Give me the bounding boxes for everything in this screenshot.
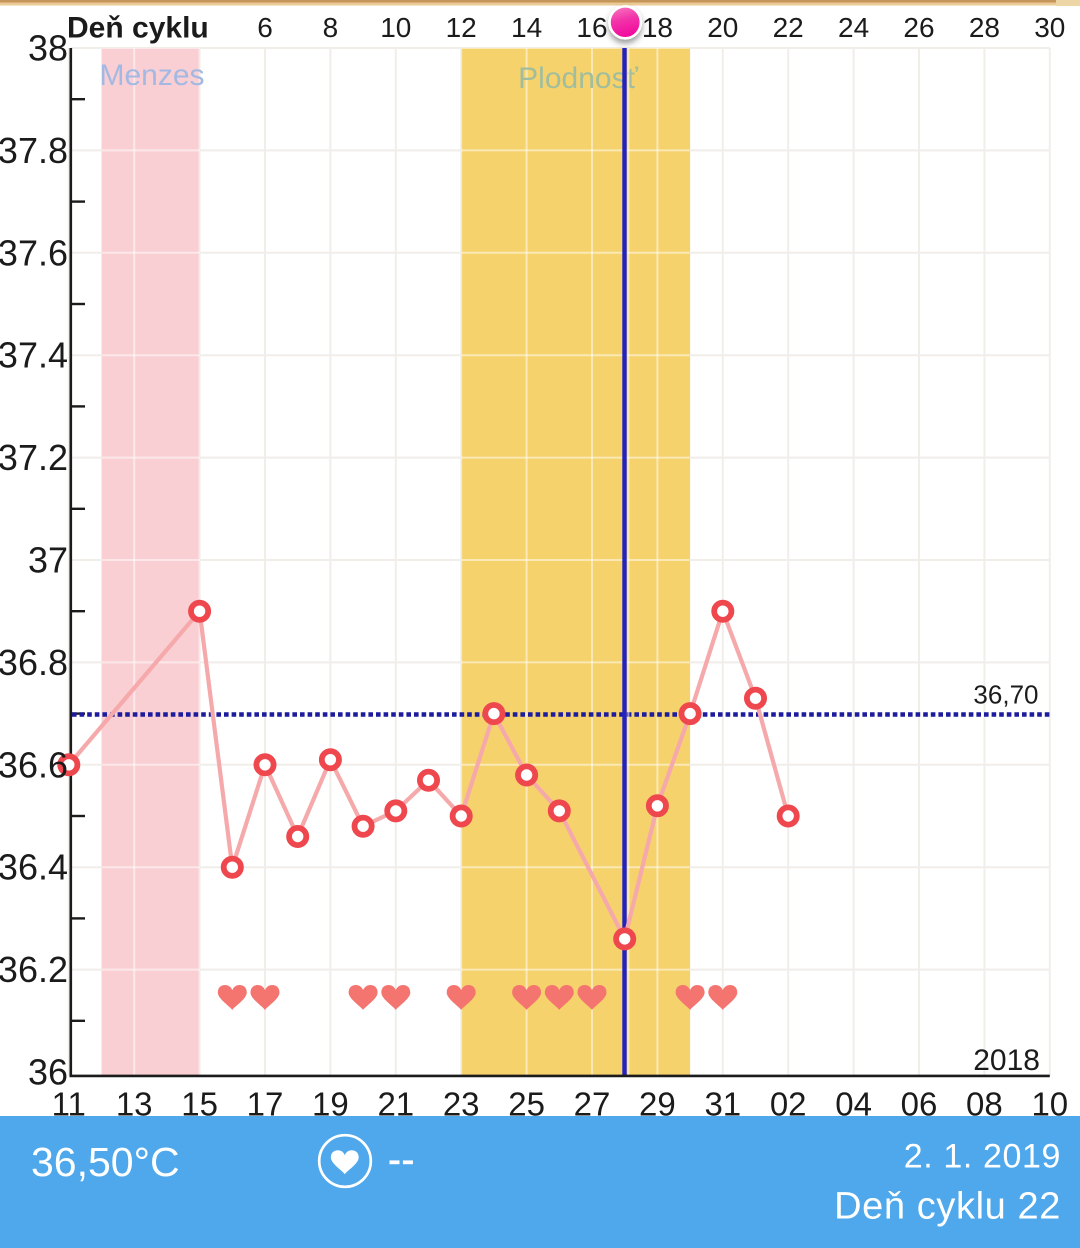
svg-text:Plodnosť: Plodnosť	[518, 62, 638, 95]
svg-text:10: 10	[380, 12, 411, 43]
svg-text:6: 6	[257, 12, 273, 43]
svg-text:36.8: 36.8	[0, 642, 68, 683]
svg-text:18: 18	[642, 12, 673, 43]
svg-text:12: 12	[446, 12, 477, 43]
svg-text:36,70: 36,70	[973, 680, 1038, 710]
svg-text:36.2: 36.2	[0, 949, 68, 990]
svg-text:36: 36	[28, 1052, 68, 1093]
svg-text:28: 28	[969, 12, 1000, 43]
svg-text:37.8: 37.8	[0, 130, 68, 171]
svg-text:36.4: 36.4	[0, 847, 68, 888]
svg-text:Menzes: Menzes	[99, 59, 204, 92]
svg-text:2018: 2018	[973, 1044, 1040, 1077]
svg-text:30: 30	[1034, 12, 1065, 43]
svg-text:36,50°C: 36,50°C	[31, 1139, 180, 1185]
svg-text:37.4: 37.4	[0, 335, 68, 376]
svg-text:22: 22	[773, 12, 804, 43]
svg-text:26: 26	[903, 12, 934, 43]
svg-text:37: 37	[28, 540, 68, 581]
svg-text:20: 20	[707, 12, 738, 43]
svg-text:37.6: 37.6	[0, 232, 68, 273]
svg-text:2. 1. 2019: 2. 1. 2019	[904, 1138, 1061, 1176]
svg-text:14: 14	[511, 12, 542, 43]
svg-text:38: 38	[28, 28, 68, 69]
svg-text:Deň cyklu: Deň cyklu	[67, 12, 209, 45]
svg-text:Deň cyklu 22: Deň cyklu 22	[834, 1186, 1061, 1228]
svg-text:36.6: 36.6	[0, 744, 68, 785]
svg-text:8: 8	[323, 12, 339, 43]
svg-text:37.2: 37.2	[0, 437, 68, 478]
svg-text:16: 16	[576, 12, 607, 43]
svg-text:24: 24	[838, 12, 869, 43]
